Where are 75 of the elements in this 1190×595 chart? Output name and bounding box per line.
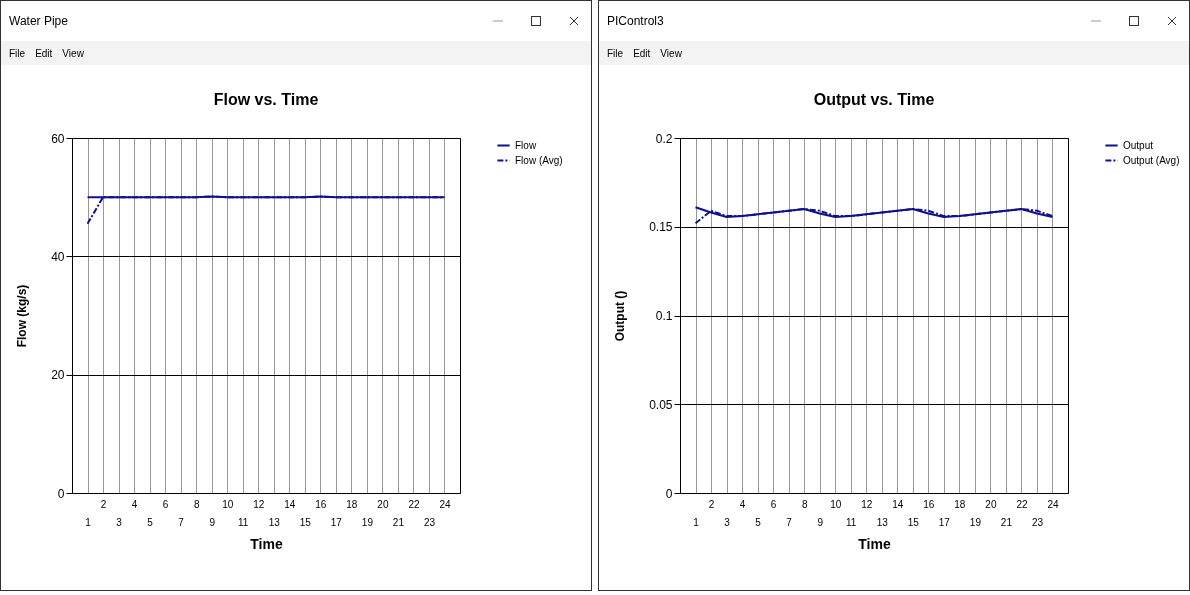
y-tick-label: 0.15 [649, 220, 673, 235]
x-tick-label: 22 [1016, 498, 1028, 510]
x-axis-title: Time [858, 535, 891, 552]
y-tick-label: 60 [51, 131, 65, 146]
chart-title: Output vs. Time [813, 91, 935, 108]
x-tick-label: 10 [222, 498, 234, 510]
x-tick-label: 7 [178, 516, 185, 528]
x-tick-label: 3 [724, 516, 731, 528]
text: Edit [35, 47, 53, 59]
x-tick-label: 23 [423, 516, 436, 528]
x-tick-label: 11 [846, 516, 857, 528]
x-tick-label: 13 [268, 516, 281, 528]
x-tick-label: 6 [162, 498, 169, 510]
x-tick-label: 6 [770, 498, 777, 510]
x-tick-label: 18 [346, 498, 358, 510]
x-tick-label: 19 [361, 516, 374, 528]
x-tick-label: 12 [861, 498, 873, 510]
x-tick-label: 17 [938, 516, 951, 528]
x-tick-label: 4 [739, 498, 746, 510]
chart-title: Flow vs. Time [213, 91, 319, 108]
y-tick-label: 40 [51, 249, 65, 264]
x-tick-label: 9 [209, 516, 216, 528]
text: Edit [633, 47, 651, 59]
x-tick-label: 17 [330, 516, 343, 528]
text: Water Pipe [9, 14, 69, 28]
x-tick-label: 21 [392, 516, 405, 528]
y-tick-label: 0.1 [655, 309, 673, 323]
x-tick-label: 1 [85, 516, 92, 528]
text: File [607, 47, 624, 59]
text: PIControl3 [607, 14, 665, 28]
x-tick-label: 3 [116, 516, 123, 528]
x-axis-title: Time [250, 535, 283, 552]
x-tick-label: 16 [923, 498, 935, 510]
x-tick-label: 12 [253, 498, 265, 510]
y-tick-label: 0 [57, 486, 65, 501]
x-tick-label: 14 [892, 498, 904, 510]
legend-label: Output [1123, 139, 1154, 151]
x-tick-label: 24 [439, 498, 451, 510]
legend-label: Flow (Avg) [515, 154, 563, 166]
x-tick-label: 1 [693, 516, 700, 528]
x-tick-label: 13 [876, 516, 889, 528]
x-tick-label: 2 [708, 498, 715, 510]
y-tick-label: 0.2 [655, 131, 673, 146]
x-tick-label: 2 [100, 498, 107, 510]
x-tick-label: 9 [817, 516, 824, 528]
x-tick-label: 4 [131, 498, 138, 510]
x-tick-label: 5 [755, 516, 762, 528]
x-tick-label: 22 [408, 498, 420, 510]
x-tick-label: 16 [315, 498, 327, 510]
x-tick-label: 18 [954, 498, 966, 510]
x-tick-label: 15 [907, 516, 920, 528]
legend-label: Flow [515, 139, 537, 151]
y-tick-label: 20 [51, 368, 65, 383]
x-tick-label: 19 [969, 516, 982, 528]
x-tick-label: 5 [147, 516, 154, 528]
x-tick-label: 7 [786, 516, 793, 528]
text: View [660, 47, 682, 59]
legend-label: Output (Avg) [1123, 154, 1180, 166]
x-tick-label: 15 [299, 516, 312, 528]
y-axis-title: Output () [613, 290, 628, 342]
x-tick-label: 14 [284, 498, 296, 510]
x-tick-label: 10 [830, 498, 842, 510]
text: View [62, 47, 84, 59]
y-tick-label: 0.05 [649, 397, 673, 412]
y-axis-title: Flow (kg/s) [15, 284, 30, 348]
x-tick-label: 20 [377, 498, 389, 510]
text: File [9, 47, 26, 59]
x-tick-label: 20 [985, 498, 997, 510]
x-tick-label: 21 [1000, 516, 1013, 528]
x-tick-label: 8 [193, 498, 200, 510]
x-tick-label: 11 [238, 516, 249, 528]
x-tick-label: 24 [1047, 498, 1059, 510]
x-tick-label: 23 [1031, 516, 1044, 528]
y-tick-label: 0 [665, 486, 673, 501]
x-tick-label: 8 [801, 498, 808, 510]
